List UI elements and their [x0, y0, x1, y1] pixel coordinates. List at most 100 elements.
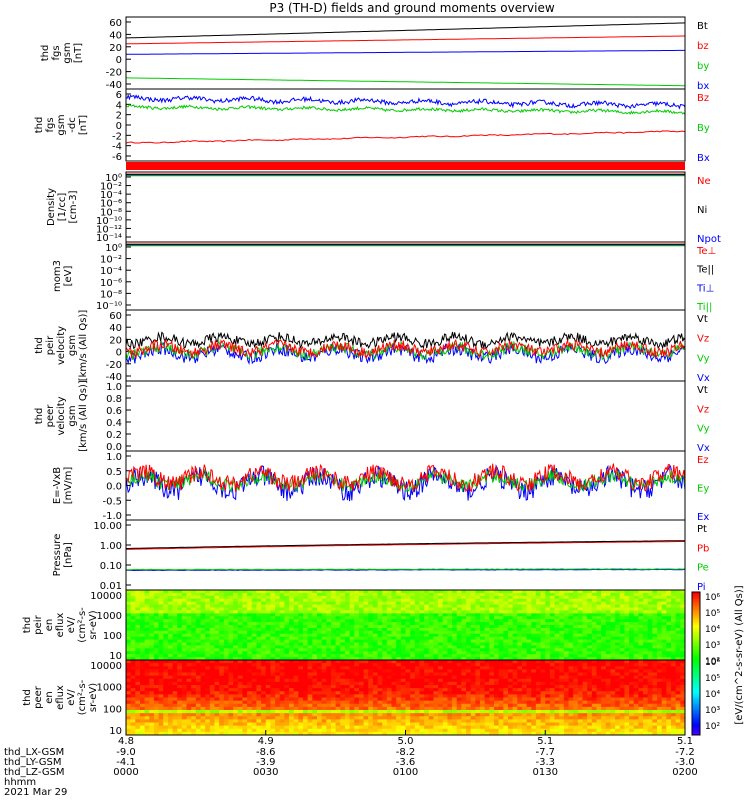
y-tick-label: 0.0 [106, 442, 122, 453]
spectrogram-cell [349, 636, 355, 641]
spectrogram-cell [680, 648, 686, 652]
spectrogram-cell [391, 613, 397, 617]
spectrogram-cell [461, 616, 467, 620]
spectrogram-cell [247, 710, 253, 714]
spectrogram-cell [349, 688, 355, 692]
spectrogram-cell [605, 595, 611, 600]
spectrogram-cell [405, 622, 411, 626]
spectrogram-cell [242, 622, 248, 626]
spectrogram-cell [270, 604, 276, 608]
spectrogram-cell [284, 716, 290, 720]
panel-ylabel: [km/s (All Qs)] [78, 310, 89, 382]
spectrogram-cell [447, 619, 453, 623]
spectrogram-cell [177, 716, 183, 720]
spectrogram-cell [303, 630, 309, 635]
spectrogram-cell [139, 590, 146, 594]
spectrogram-cell [289, 710, 295, 714]
spectrogram-cell [261, 601, 267, 606]
spectrogram-cell [377, 590, 383, 594]
spectrogram-cell [149, 703, 155, 708]
spectrogram-cell [480, 616, 486, 620]
y-tick-label: 10⁻⁶ [100, 278, 122, 289]
spectrogram-cell [358, 681, 365, 686]
spectrogram-cell [424, 654, 430, 658]
spectrogram-cell [358, 672, 365, 677]
spectrogram-cell [442, 657, 448, 661]
spectrogram-cell [414, 675, 420, 680]
spectrogram-cell [540, 619, 546, 623]
spectrogram-cell [200, 645, 206, 649]
spectrogram-cell [330, 725, 337, 730]
spectrogram-cell [261, 681, 267, 686]
spectrogram-cell [349, 590, 355, 594]
spectrogram-cell [135, 651, 141, 655]
spectrogram-cell [321, 722, 327, 727]
spectrogram-cell [326, 604, 332, 608]
spectrogram-cell [181, 666, 188, 670]
spectrogram-cell [428, 613, 434, 617]
spectrogram-cell [424, 613, 430, 617]
spectrogram-cell [135, 675, 141, 680]
spectrogram-cell [480, 716, 486, 720]
spectrogram-cell [126, 731, 132, 736]
spectrogram-cell [447, 691, 453, 695]
spectrogram-cell [657, 607, 663, 611]
spectrogram-cell [456, 663, 462, 667]
spectrogram-cell [470, 678, 476, 683]
spectrogram-cell [340, 627, 346, 632]
spectrogram-cell [610, 636, 616, 641]
spectrogram-cell [219, 654, 225, 658]
spectrogram-cell [195, 633, 202, 638]
spectrogram-cell [233, 648, 239, 652]
spectrogram-cell [247, 627, 253, 632]
spectrogram-cell [247, 728, 253, 733]
spectrogram-cell [414, 595, 420, 600]
spectrogram-cell [233, 710, 239, 714]
spectrogram-cell [424, 666, 430, 670]
spectrogram-cell [139, 604, 146, 608]
spectrogram-cell [284, 710, 290, 714]
spectrogram-cell [363, 604, 369, 608]
spectrogram-cell [368, 663, 374, 667]
spectrogram-cell [419, 625, 425, 629]
spectrogram-cell [326, 669, 332, 673]
spectrogram-cell [181, 710, 188, 714]
spectrogram-cell [354, 610, 360, 614]
spectrogram-cell [135, 722, 141, 727]
spectrogram-cell [298, 728, 304, 733]
spectrogram-cell [172, 651, 178, 655]
spectrogram-cell [340, 613, 346, 617]
spectrogram-cell [633, 595, 639, 600]
spectrogram-cell [396, 728, 402, 733]
spectrogram-cell [545, 627, 551, 632]
spectrogram-cell [335, 592, 341, 597]
spectrogram-cell [424, 681, 430, 686]
spectrogram-cell [209, 625, 216, 629]
spectrogram-cell [647, 654, 653, 658]
spectrogram-cell [661, 590, 667, 594]
spectrogram-cell [247, 648, 253, 652]
spectrogram-cell [624, 636, 630, 641]
spectrogram-cell [316, 651, 323, 655]
panel-ylabel: [km/s (All Qs)] [78, 380, 89, 452]
spectrogram-cell [256, 663, 262, 667]
spectrogram-cell [386, 657, 393, 661]
spectrogram-cell [312, 598, 318, 603]
spectrogram-cell [428, 688, 434, 692]
spectrogram-cell [666, 595, 672, 600]
spectrogram-cell [144, 616, 150, 620]
spectrogram-cell [475, 642, 481, 646]
spectrogram-cell [466, 613, 472, 617]
spectrogram-cell [265, 642, 271, 646]
spectrogram-cell [289, 627, 295, 632]
spectrogram-cell [298, 601, 304, 606]
spectrogram-cell [466, 625, 472, 629]
spectrogram-cell [326, 706, 332, 711]
spectrogram-cell [195, 713, 202, 717]
spectrogram-cell [414, 663, 420, 667]
spectrogram-cell [153, 672, 160, 677]
spectrogram-cell [130, 645, 136, 649]
spectrogram-cell [135, 694, 141, 698]
spectrogram-cell [195, 681, 202, 686]
panel-ylabel: thd [40, 45, 51, 62]
